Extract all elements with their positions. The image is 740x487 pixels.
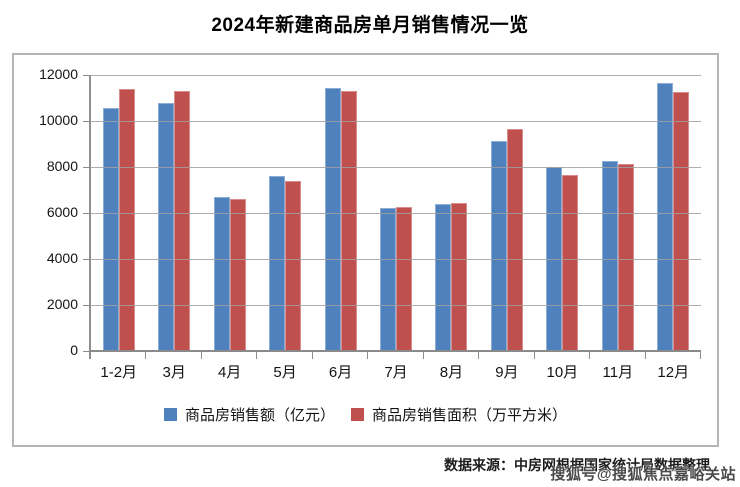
x-tick-label: 3月: [162, 364, 186, 381]
bar-sales-area-10月: [562, 175, 579, 351]
y-tick-label: 2000: [46, 296, 78, 312]
y-tick-label: 0: [70, 342, 78, 358]
gridline-8000: [91, 166, 701, 168]
category-group-3月: 3月: [146, 75, 203, 381]
bar-pair: [379, 75, 412, 351]
chart-title: 2024年新建商品房单月销售情况一览: [211, 15, 529, 36]
category-group-7月: 7月: [368, 75, 425, 381]
y-tick-label: 10000: [39, 111, 78, 128]
legend-item-sales-amount: 商品房销售额（亿元）: [163, 404, 335, 425]
y-tick-label: 8000: [46, 157, 78, 174]
y-axis-tick: [83, 121, 89, 122]
bar-sales-amount-5月: [269, 176, 286, 351]
gridline-6000: [91, 213, 701, 214]
x-tick-label: 10月: [546, 364, 579, 381]
y-axis-tick: [83, 213, 89, 214]
gridline-4000: [91, 258, 701, 260]
x-tick-label: 12月: [657, 364, 690, 381]
bar-pair: [657, 75, 690, 351]
category-group-9月: 9月: [479, 75, 536, 381]
bar-sales-amount-11月: [601, 161, 618, 351]
bar-sales-area-7月: [395, 207, 412, 351]
legend-label-sales-area: 商品房销售面积（万平方米）: [372, 407, 568, 424]
bar-sales-area-9月: [506, 129, 523, 351]
x-tick-label: 5月: [273, 364, 297, 381]
category-group-4月: 4月: [202, 75, 258, 381]
chart-frame: 0 2000 4000 6000 8000 10000 12000 1-2月 3月 4月 5月 6月…: [12, 53, 719, 447]
bar-sales-area-3月: [174, 91, 191, 351]
bar-pair: [435, 75, 468, 351]
x-tick-label: 1-2月: [100, 364, 138, 381]
bar-sales-area-12月: [673, 92, 690, 351]
y-tick-label: 6000: [46, 204, 78, 220]
y-axis-tick: [83, 351, 89, 352]
x-tick-label: 4月: [217, 364, 242, 381]
data-source-text: 数据来源：中房网根据国家统计局数据整理: [444, 457, 710, 473]
y-axis-tick: [83, 259, 89, 260]
bar-pair: [158, 75, 191, 351]
bar-sales-area-6月: [340, 91, 357, 351]
bar-sales-amount-1-2月: [102, 108, 119, 351]
y-tick-label: 12000: [39, 66, 78, 82]
bar-pair: [490, 75, 523, 351]
y-tick-label: 4000: [46, 249, 78, 266]
bar-sales-amount-12月: [657, 83, 674, 351]
plot-area: 1-2月 3月 4月 5月 6月 7月 8月 9月 10月 11月 12月: [83, 75, 702, 381]
x-tick-label: 6月: [328, 364, 353, 381]
gridline-10000: [91, 120, 701, 122]
bar-pair: [324, 75, 357, 351]
bar-sales-amount-6月: [324, 87, 341, 351]
gridline-0: [89, 350, 701, 352]
x-tick-label: 9月: [495, 364, 519, 381]
x-tick-label: 8月: [439, 364, 464, 381]
y-axis-tick: [83, 305, 89, 306]
bar-sales-amount-4月: [213, 196, 230, 351]
x-tick-label: 11月: [602, 364, 634, 381]
y-axis-tick: [83, 167, 89, 168]
category-group-5月: 5月: [257, 75, 314, 381]
watermark-text: 搜狐号@搜狐焦点嘉峪关站: [550, 466, 736, 483]
bar-sales-amount-9月: [490, 140, 507, 351]
bar-pair: [269, 75, 302, 351]
bar-sales-amount-7月: [379, 208, 396, 351]
category-group-1-2月: 1-2月: [91, 75, 147, 381]
bar-sales-amount-8月: [435, 203, 452, 351]
bar-sales-area-5月: [285, 180, 302, 351]
legend-swatch-sales-amount: [163, 408, 177, 421]
y-axis-labels: 0 2000 4000 6000 8000 10000 12000: [14, 66, 89, 358]
bar-pair: [213, 75, 246, 351]
gridline-2000: [91, 305, 701, 306]
category-group-12月: 12月: [646, 75, 702, 381]
bar-pair: [102, 75, 135, 351]
bar-sales-area-8月: [451, 202, 468, 351]
legend-label-sales-amount: 商品房销售额（亿元）: [184, 407, 335, 424]
category-group-6月: 6月: [313, 75, 369, 381]
bar-sales-area-1-2月: [118, 88, 135, 351]
x-tick-label: 7月: [384, 364, 408, 381]
category-group-11月: 11月: [590, 75, 646, 381]
legend-swatch-sales-area: [351, 408, 364, 421]
gridline-12000: [91, 75, 701, 76]
legend: 商品房销售额（亿元） 商品房销售面积（万平方米）: [14, 404, 717, 425]
legend-item-sales-area: 商品房销售面积（万平方米）: [351, 404, 567, 425]
y-axis-tick: [83, 75, 89, 76]
bar-sales-area-11月: [617, 163, 634, 351]
bar-sales-area-4月: [229, 199, 246, 351]
category-group-8月: 8月: [424, 75, 480, 381]
bar-sales-amount-3月: [158, 102, 175, 351]
bar-pair: [601, 75, 634, 351]
